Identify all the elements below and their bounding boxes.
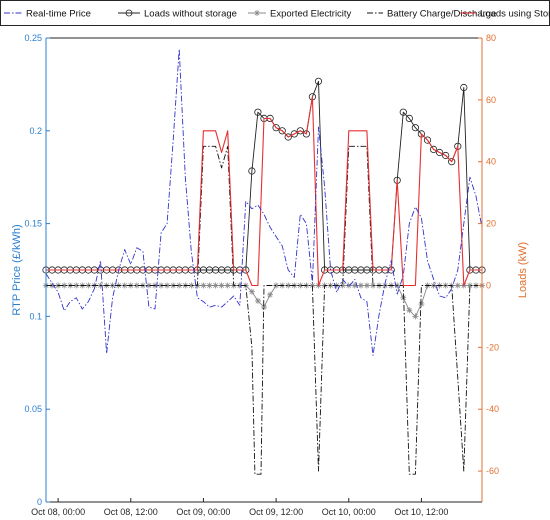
loads-point-marker <box>460 83 468 92</box>
exported-point-marker <box>310 283 315 288</box>
loads-point-marker <box>429 145 438 153</box>
exported-point-marker <box>85 283 91 288</box>
loads-point-marker <box>423 136 432 144</box>
legend-entry: Loads without storage <box>118 9 237 20</box>
axes-layer <box>45 37 483 503</box>
exported-point-marker <box>364 283 370 288</box>
y-left-tick-label: 0.15 <box>24 219 42 229</box>
legend-box <box>0 0 550 26</box>
loads-point-marker <box>254 108 262 116</box>
legend-label: Loads using Storage <box>480 9 550 20</box>
exported-point-marker <box>346 283 352 288</box>
ticks-layer: Oct 08, 00:00 Oct 08, 12:00 Oct 09, 00:00 O… <box>24 33 499 517</box>
x-tick-label: Oct 08, 12:00 <box>104 507 158 517</box>
exported-point-marker <box>188 283 194 288</box>
battery-charge-discharge-line <box>46 145 482 475</box>
y-right-tick-label: 20 <box>486 219 496 229</box>
exported-point-marker <box>49 283 55 288</box>
exported-point-marker <box>412 313 418 319</box>
loads-point-marker <box>405 114 413 123</box>
y-left-axis-label: RTP Price (£/kWh) <box>11 224 23 315</box>
loads-using-storage-line <box>46 96 482 287</box>
exported-point-marker <box>340 283 346 288</box>
exported-point-marker <box>73 283 79 288</box>
x-tick-label: Oct 09, 00:00 <box>176 507 230 517</box>
exported-point-marker <box>267 292 273 298</box>
loads-point-marker <box>272 124 280 132</box>
exported-point-marker <box>419 301 424 307</box>
exported-point-marker <box>261 304 267 310</box>
legend-label: Exported Electricity <box>270 9 352 20</box>
series-layer <box>42 48 486 475</box>
legend: Real-time Price Loads without storage Expo… <box>0 0 550 26</box>
exported-point-marker <box>455 283 461 288</box>
loads-point-marker <box>284 133 292 141</box>
legend-marker <box>125 9 133 17</box>
y-right-tick-label: -20 <box>486 342 499 352</box>
y-left-tick-label: 0.05 <box>24 404 42 414</box>
y-right-tick-label: -60 <box>486 466 499 476</box>
x-tick-label: Oct 09, 12:00 <box>249 507 303 517</box>
loads-point-marker <box>296 127 304 135</box>
y-right-axis-label: Loads (kW) <box>517 242 529 298</box>
exported-point-marker <box>297 283 303 288</box>
exported-point-marker <box>61 283 67 288</box>
exported-point-marker <box>134 283 140 288</box>
exported-point-marker <box>406 307 412 313</box>
legend-label: Real-time Price <box>26 9 91 20</box>
loads-point-marker <box>448 158 456 166</box>
exported-point-marker <box>201 283 206 288</box>
battery-charge-discharge-series <box>46 145 482 475</box>
loads-point-marker <box>399 108 407 116</box>
exported-point-marker <box>358 283 364 288</box>
exported-point-marker <box>146 283 152 288</box>
loads-point-marker <box>442 151 450 160</box>
loads-using-storage-series <box>46 96 482 287</box>
exported-point-marker <box>122 283 128 288</box>
y-right-tick-label: 40 <box>486 157 496 167</box>
loads-point-marker <box>435 148 444 157</box>
loads-point-marker <box>278 127 286 135</box>
y-right-tick-label: -40 <box>486 404 499 414</box>
exported-point-marker <box>254 10 260 16</box>
exported-point-marker <box>249 289 255 295</box>
exported-point-marker <box>273 283 279 288</box>
exported-point-marker <box>213 283 218 288</box>
legend-entry: Real-time Price <box>4 9 91 20</box>
legend-label: Loads without storage <box>144 9 237 20</box>
exported-point-marker <box>164 283 170 288</box>
y-left-tick-label: 0.25 <box>24 33 42 43</box>
exported-point-marker <box>219 283 225 288</box>
loads-point-marker <box>248 167 256 175</box>
exported-point-marker <box>255 298 261 304</box>
loads-point-marker <box>314 77 323 85</box>
exported-point-marker <box>207 283 212 288</box>
loads-point-marker <box>290 130 298 138</box>
x-tick-label: Oct 10, 12:00 <box>394 507 448 517</box>
y-left-tick-label: 0 <box>37 497 42 507</box>
legend-entry: Battery Charge/Discharge <box>367 9 496 20</box>
legend-entry: Exported Electricity <box>248 9 352 20</box>
loads-point-marker <box>411 124 419 132</box>
y-left-tick-label: 0.2 <box>29 126 42 136</box>
exported-point-marker <box>176 283 182 288</box>
x-tick-label: Oct 10, 00:00 <box>322 507 376 517</box>
legend-label: Battery Charge/Discharge <box>387 9 496 20</box>
legend-entry: Loads using Storage <box>460 9 550 20</box>
exported-point-marker <box>285 283 291 288</box>
exported-point-marker <box>467 283 473 288</box>
y-left-tick-label: 0.1 <box>29 311 42 321</box>
x-tick-label: Oct 08, 00:00 <box>31 507 85 517</box>
y-right-tick-label: 80 <box>486 33 496 43</box>
y-right-tick-label: 0 <box>486 280 491 290</box>
y-right-tick-label: 60 <box>486 95 496 105</box>
exported-point-marker <box>370 283 376 288</box>
exported-point-marker <box>225 283 231 288</box>
